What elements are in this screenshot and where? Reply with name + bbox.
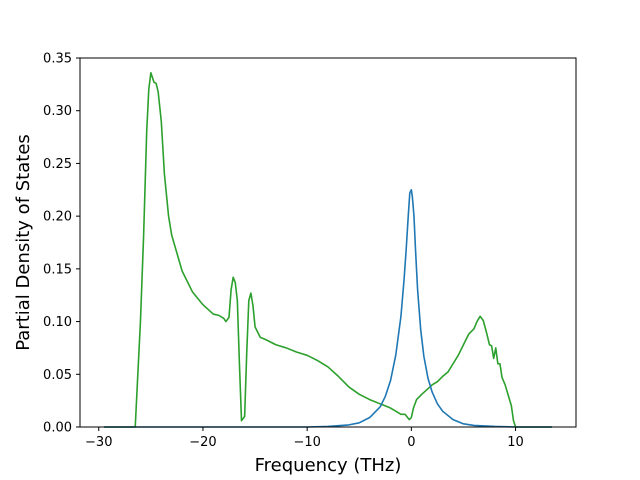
x-axis-label: Frequency (THz) xyxy=(255,455,402,476)
y-tick-label: 0.10 xyxy=(43,315,72,330)
x-tick-label: −20 xyxy=(189,435,216,450)
y-tick-label: 0.25 xyxy=(43,157,72,172)
series-line-1 xyxy=(103,71,553,428)
x-tick-label: 10 xyxy=(507,435,524,450)
y-tick-label: 0.20 xyxy=(43,210,72,225)
y-tick-label: 0.15 xyxy=(43,262,72,277)
x-axis-ticks: −30 −20 −10 0 10 xyxy=(85,427,524,450)
y-tick-label: 0.05 xyxy=(43,368,72,383)
x-tick-label: −30 xyxy=(85,435,112,450)
y-tick-label: 0.35 xyxy=(43,52,72,67)
y-tick-label: 0.30 xyxy=(43,104,72,119)
y-axis-ticks: 0.00 0.05 0.10 0.15 0.20 0.25 0.30 0.35 xyxy=(43,52,80,436)
plot-frame xyxy=(79,57,577,428)
x-tick-label: −10 xyxy=(293,435,320,450)
series-line-2 xyxy=(103,188,553,428)
y-axis-label: Partial Density of States xyxy=(13,134,34,351)
x-tick-label: 0 xyxy=(407,435,415,450)
series-layer xyxy=(103,71,553,428)
y-tick-label: 0.00 xyxy=(43,421,72,436)
